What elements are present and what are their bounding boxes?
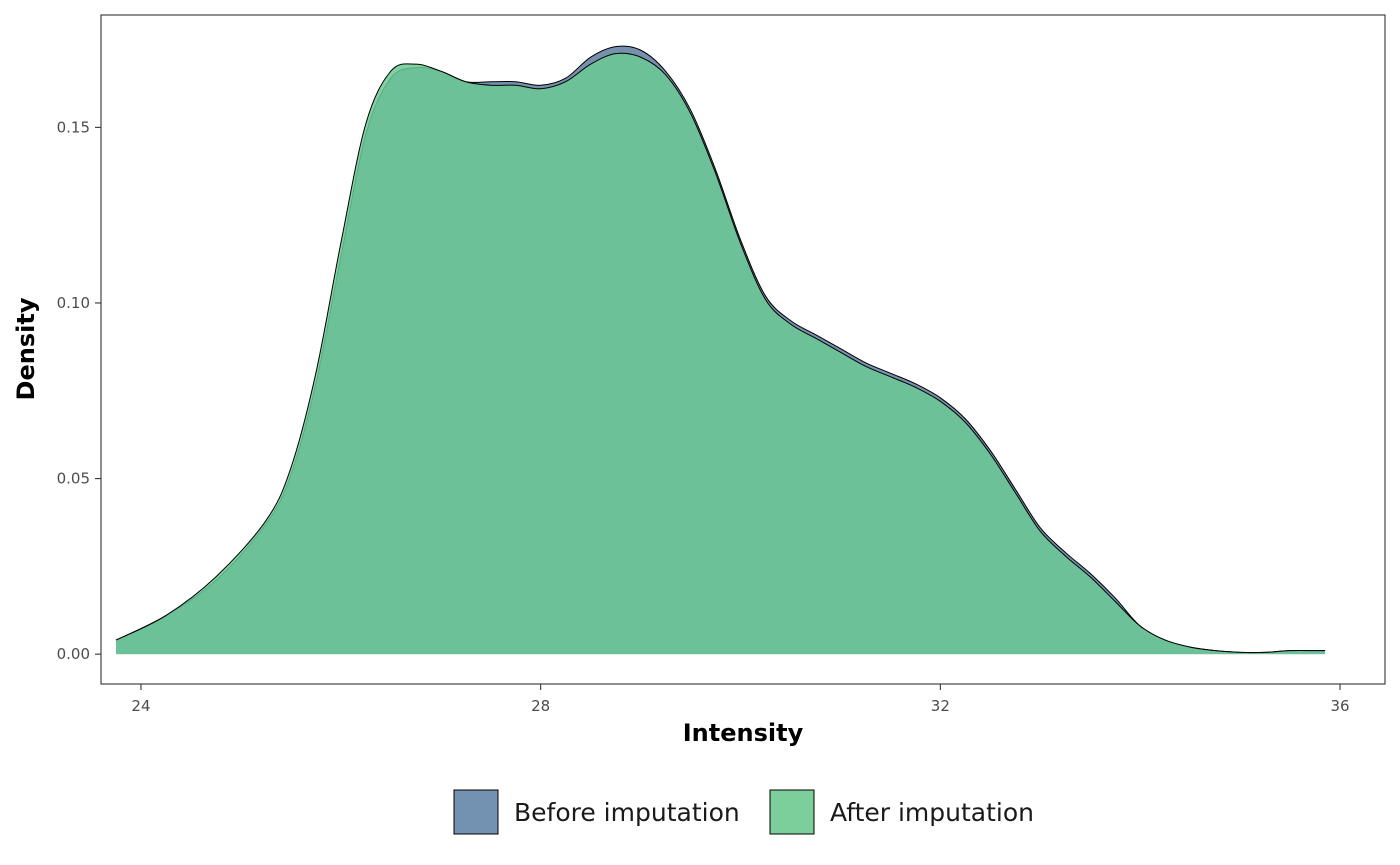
- y-tick-label: 0.05: [57, 470, 90, 488]
- legend-key-after-imputation: [769, 789, 815, 835]
- x-tick-label: 28: [531, 697, 550, 715]
- density-areas: [115, 45, 1326, 655]
- y-tick-label: 0.15: [57, 118, 90, 136]
- x-tick-label: 32: [931, 697, 950, 715]
- y-axis: 0.00 0.05 0.10 0.15: [57, 118, 101, 663]
- density-area-after-imputation: [115, 53, 1326, 655]
- y-tick-label: 0.00: [57, 645, 90, 663]
- x-tick-label: 36: [1330, 697, 1349, 715]
- y-axis-title: Density: [12, 297, 40, 400]
- legend-label-after-imputation: After imputation: [830, 798, 1034, 827]
- x-tick-label: 24: [131, 697, 150, 715]
- x-axis-title: Intensity: [683, 719, 804, 747]
- density-outline-after-imputation: [115, 52, 1326, 654]
- legend-label-before-imputation: Before imputation: [514, 798, 740, 827]
- legend: Before imputation After imputation: [453, 789, 1034, 835]
- legend-key-before-imputation: [453, 789, 499, 835]
- y-tick-label: 0.10: [57, 294, 90, 312]
- x-axis: 24 28 32 36: [131, 684, 1350, 715]
- plot-panel-border: [100, 14, 1386, 685]
